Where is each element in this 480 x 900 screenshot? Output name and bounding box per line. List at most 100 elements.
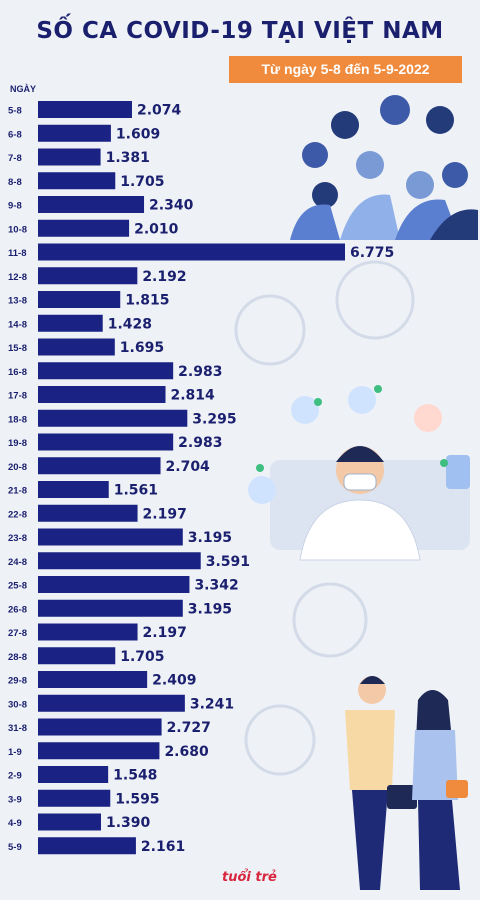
data-label: 3.195	[188, 530, 232, 546]
data-label: 1.381	[106, 150, 150, 166]
category-label: 24-8	[8, 557, 27, 568]
bar	[38, 504, 138, 522]
data-label: 3.591	[206, 554, 250, 570]
data-label: 2.192	[142, 269, 186, 285]
bar	[38, 813, 101, 831]
category-label: 2-9	[8, 771, 22, 782]
data-label: 1.428	[108, 316, 152, 332]
bar	[38, 837, 136, 855]
data-label: 1.548	[113, 768, 157, 784]
bar	[38, 338, 115, 356]
bar	[38, 124, 111, 142]
data-label: 2.814	[171, 388, 216, 404]
category-label: 29-8	[8, 676, 27, 687]
data-label: 3.195	[188, 601, 232, 617]
data-label: 1.705	[120, 174, 164, 190]
bar	[38, 267, 138, 285]
category-label: 20-8	[8, 462, 27, 473]
bar	[38, 718, 162, 736]
data-label: 1.705	[120, 649, 164, 665]
bar	[38, 694, 185, 712]
data-label: 2.074	[137, 103, 182, 119]
bar	[38, 599, 183, 617]
data-label: 3.342	[194, 578, 238, 594]
data-label: 2.010	[134, 221, 179, 237]
bar	[38, 528, 183, 546]
bar	[38, 433, 174, 451]
data-label: 6.775	[350, 245, 394, 261]
data-label: 1.595	[115, 791, 159, 807]
bar	[38, 243, 345, 261]
category-label: 12-8	[8, 272, 27, 283]
data-label: 1.561	[114, 483, 158, 499]
category-label: 1-9	[8, 747, 22, 758]
couple-illustration	[345, 676, 468, 890]
category-label: 10-8	[8, 224, 27, 235]
category-label: 11-8	[8, 248, 27, 259]
bar	[38, 291, 121, 308]
bar	[38, 481, 109, 498]
category-label: 4-9	[8, 818, 22, 829]
people-illustration-top	[290, 95, 478, 240]
category-label: 5-8	[8, 106, 22, 117]
bar	[38, 314, 103, 332]
date-range-badge: Từ ngày 5-8 đến 5-9-2022	[229, 56, 462, 83]
bar	[38, 457, 161, 475]
bar	[38, 552, 201, 570]
data-label: 2.197	[143, 506, 187, 522]
bar	[38, 148, 101, 166]
category-label: 6-8	[8, 129, 22, 140]
category-label: 30-8	[8, 699, 27, 710]
category-label: 18-8	[8, 414, 27, 425]
category-label: 28-8	[8, 652, 27, 663]
chart-title: SỐ CA COVID-19 TẠI VIỆT NAM	[36, 18, 444, 44]
bar	[38, 671, 148, 688]
data-label: 2.983	[178, 364, 222, 380]
category-label: 27-8	[8, 628, 27, 639]
category-label: 3-9	[8, 794, 22, 805]
category-label: 21-8	[8, 486, 27, 497]
data-label: 3.295	[192, 411, 236, 427]
category-label: 23-8	[8, 533, 27, 544]
category-label: 9-8	[8, 201, 22, 212]
data-label: 1.695	[120, 340, 164, 356]
category-label: 22-8	[8, 509, 27, 520]
data-label: 2.161	[141, 839, 185, 855]
category-label: 8-8	[8, 177, 22, 188]
bar	[38, 219, 130, 237]
virus-icon	[234, 260, 415, 776]
data-label: 2.197	[143, 625, 187, 641]
category-label: 5-9	[8, 842, 22, 853]
data-label: 3.241	[190, 696, 234, 712]
data-label: 2.409	[152, 673, 196, 689]
bar	[38, 196, 145, 213]
category-label: 19-8	[8, 438, 27, 449]
category-label: 25-8	[8, 581, 27, 592]
bar	[38, 409, 188, 427]
data-label: 2.727	[167, 720, 211, 736]
bar	[38, 172, 116, 190]
bar	[38, 766, 109, 783]
category-label: 17-8	[8, 391, 27, 402]
y-axis-label: NGÀY	[10, 84, 37, 94]
data-label: 2.680	[164, 744, 209, 760]
bar	[38, 789, 111, 807]
bar	[38, 386, 166, 403]
bar	[38, 576, 190, 593]
category-label: 31-8	[8, 723, 27, 734]
data-label: 1.815	[125, 293, 169, 309]
data-label: 1.390	[106, 815, 151, 831]
bar	[38, 101, 132, 118]
publisher-logo: tuổi trẻ	[222, 870, 277, 885]
data-label: 1.609	[116, 126, 160, 142]
category-label: 14-8	[8, 319, 27, 330]
data-label: 2.340	[149, 198, 194, 214]
category-label: 26-8	[8, 604, 27, 615]
data-label: 2.704	[166, 459, 211, 475]
doctor-illustration	[248, 385, 470, 561]
category-label: 13-8	[8, 296, 27, 307]
bar	[38, 647, 116, 665]
category-label: 15-8	[8, 343, 27, 354]
